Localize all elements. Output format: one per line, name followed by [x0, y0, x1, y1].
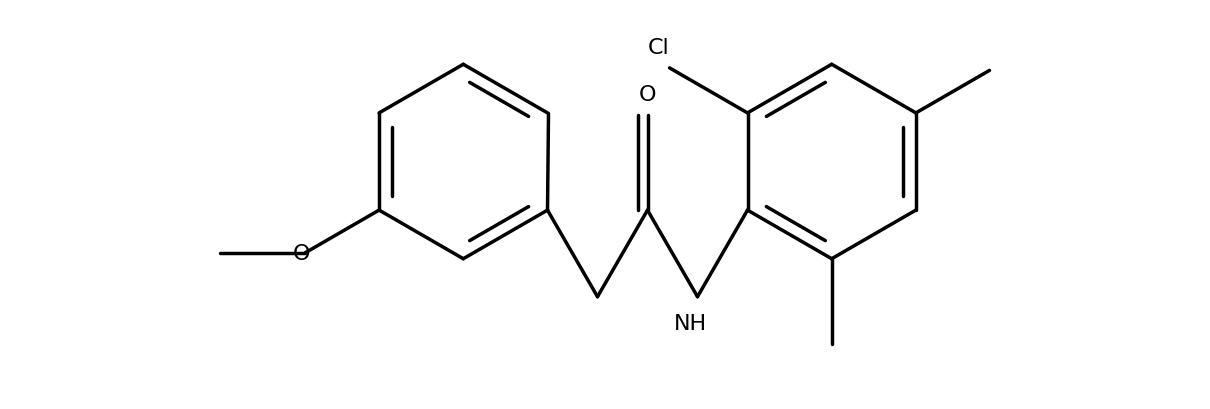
Text: O: O — [639, 85, 656, 105]
Text: Cl: Cl — [647, 38, 669, 58]
Text: O: O — [293, 243, 310, 263]
Text: NH: NH — [674, 314, 707, 334]
